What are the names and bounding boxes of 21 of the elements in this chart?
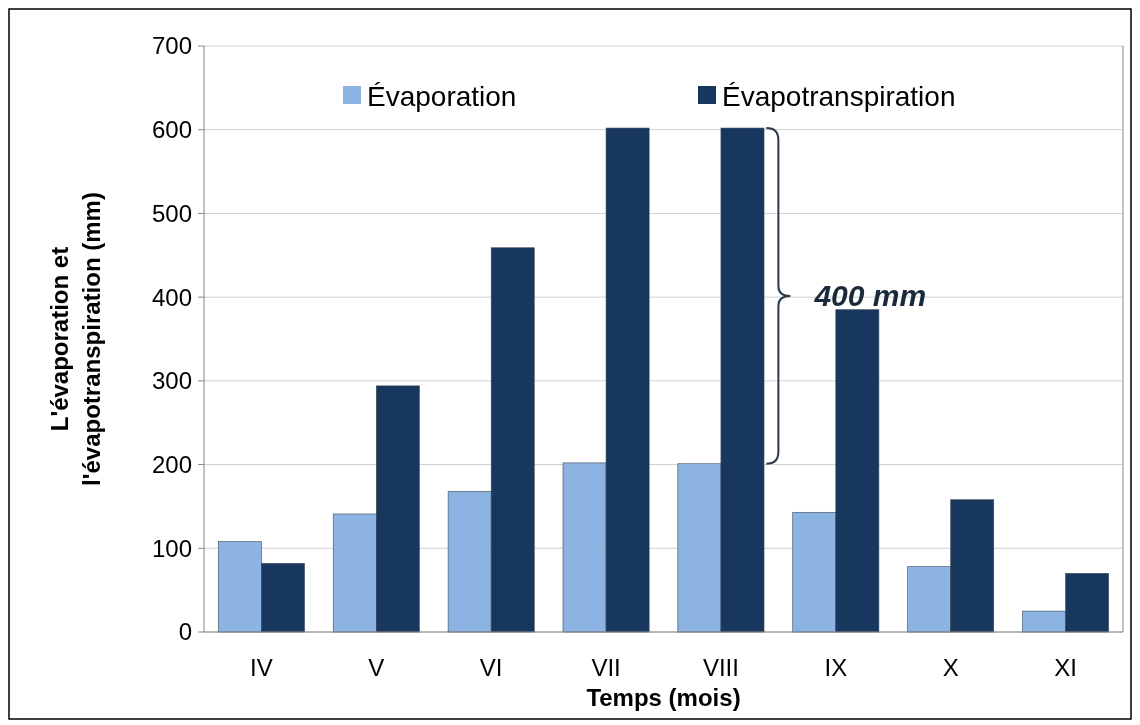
y-tick-label: 100 — [151, 534, 192, 562]
y-axis-title: L'évaporation et l'évapotranspiration (mm) — [46, 192, 105, 486]
x-tick-label: IV — [250, 654, 273, 681]
x-tick-label: IX — [824, 654, 848, 681]
y-tick-label: 400 — [151, 283, 192, 311]
y-tick-label: 0 — [178, 618, 192, 646]
x-axis-title: Temps (mois) — [586, 684, 741, 711]
x-tick-label: X — [942, 654, 959, 681]
y-tick-label: 700 — [151, 32, 192, 60]
x-tick-label: VII — [591, 654, 621, 681]
x-tick-label: V — [368, 654, 385, 681]
y-tick-label: 600 — [151, 116, 192, 144]
x-tick-label: VIII — [702, 654, 739, 681]
x-tick-label: XI — [1054, 654, 1077, 681]
x-tick-label: VI — [479, 654, 503, 681]
y-tick-label: 500 — [151, 199, 192, 227]
annotation: 400 mm — [813, 279, 927, 313]
y-tick-label: 300 — [151, 367, 192, 395]
legend-label: Évapotranspiration — [722, 80, 956, 112]
y-tick-label: 200 — [151, 450, 192, 478]
legend-label: Évaporation — [367, 80, 517, 112]
